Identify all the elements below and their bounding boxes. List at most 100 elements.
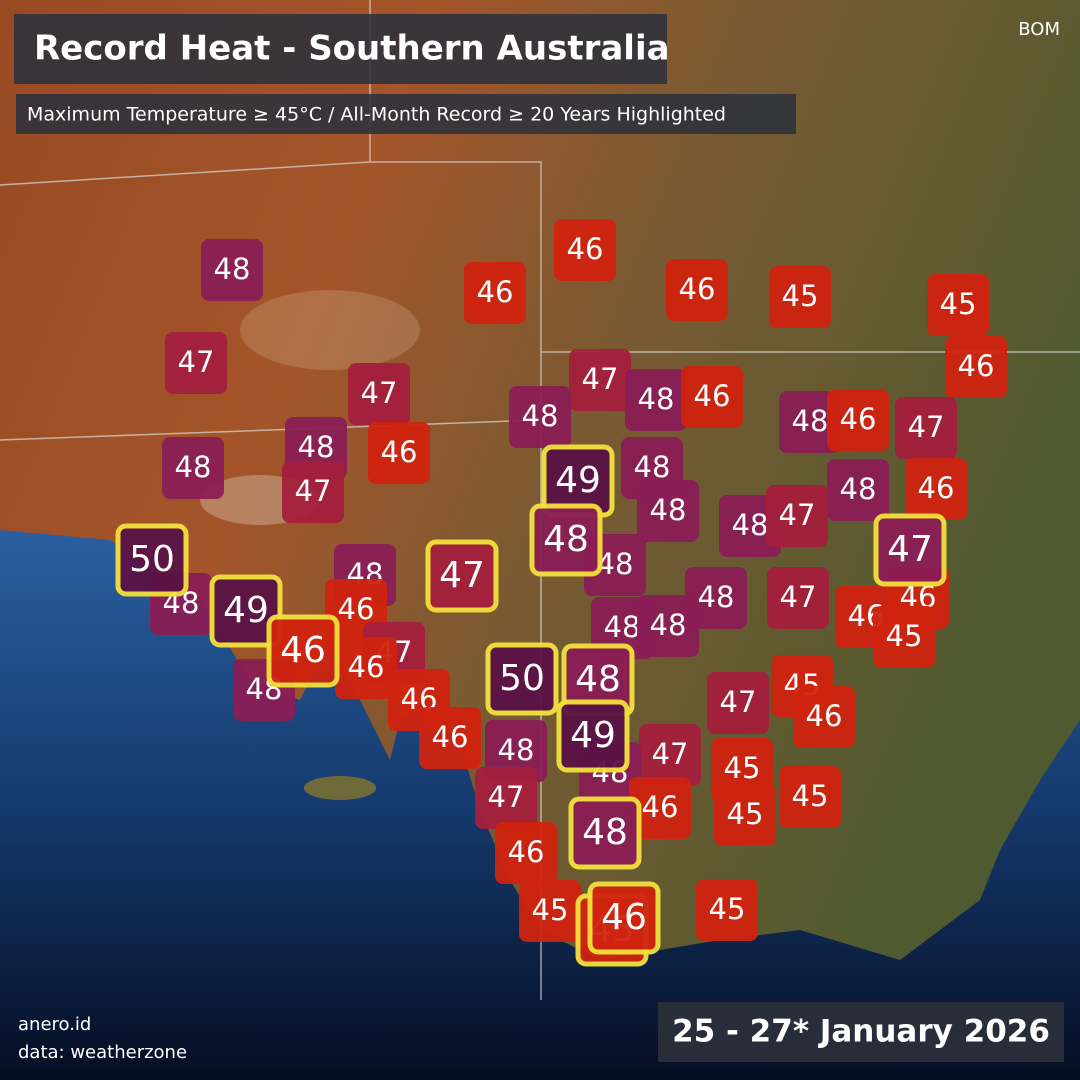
marker-value: 48 [650, 608, 687, 642]
marker-box [779, 391, 841, 453]
marker-value: 46 [508, 835, 545, 869]
marker-value: 48 [634, 450, 671, 484]
marker-box [165, 332, 227, 394]
marker-value: 47 [582, 362, 619, 396]
temperature-marker: 47 [873, 513, 947, 587]
marker-value: 47 [887, 529, 933, 570]
marker-value: 49 [570, 715, 616, 756]
marker-box [666, 259, 728, 321]
marker-value: 45 [532, 893, 569, 927]
temperature-marker: 46 [464, 262, 526, 324]
marker-box [529, 503, 603, 577]
marker-box [475, 767, 537, 829]
marker-value: 46 [601, 897, 647, 938]
source: BOM [1018, 19, 1060, 40]
marker-box [873, 513, 947, 587]
marker-value: 48 [522, 399, 559, 433]
marker-box [348, 363, 410, 425]
marker-box [485, 720, 547, 782]
marker-value: 47 [779, 498, 816, 532]
temperature-marker: 45 [714, 784, 776, 846]
marker-value: 45 [727, 797, 764, 831]
marker-value: 47 [780, 580, 817, 614]
temperature-marker: 45 [779, 766, 841, 828]
marker-box [827, 459, 889, 521]
temperature-marker: 49 [209, 574, 283, 648]
temperature-marker: 45 [927, 274, 989, 336]
temperature-marker: 48 [561, 643, 635, 717]
temperature-marker: 46 [266, 614, 340, 688]
marker-box [568, 796, 642, 870]
temperature-marker: 47 [639, 724, 701, 786]
temperature-marker: 46 [495, 822, 557, 884]
marker-box [485, 642, 559, 716]
temperature-marker: 50 [115, 523, 189, 597]
temperature-marker: 48 [637, 595, 699, 657]
marker-value: 45 [886, 619, 923, 653]
temperature-marker: 48 [625, 369, 687, 431]
marker-box [681, 366, 743, 428]
marker-value: 49 [555, 460, 601, 501]
marker-box [779, 766, 841, 828]
marker-value: 48 [732, 508, 769, 542]
marker-box [767, 567, 829, 629]
marker-value: 48 [792, 404, 829, 438]
marker-value: 48 [543, 519, 589, 560]
marker-value: 48 [650, 493, 687, 527]
marker-box [162, 437, 224, 499]
marker-value: 46 [840, 402, 877, 436]
marker-value: 46 [348, 650, 385, 684]
temperature-marker: 48 [162, 437, 224, 499]
temperature-marker: 46 [419, 707, 481, 769]
marker-value: 46 [679, 272, 716, 306]
temperature-marker: 45 [873, 606, 935, 668]
marker-value: 46 [806, 699, 843, 733]
marker-box [335, 637, 397, 699]
marker-value: 46 [381, 435, 418, 469]
marker-box [266, 614, 340, 688]
temperature-marker: 48 [779, 391, 841, 453]
marker-box [766, 485, 828, 547]
marker-box [793, 686, 855, 748]
marker-value: 48 [298, 430, 335, 464]
marker-box [637, 480, 699, 542]
temperature-marker: 48 [719, 495, 781, 557]
marker-value: 45 [724, 751, 761, 785]
title: Record Heat - Southern Australia [34, 29, 670, 69]
marker-box [519, 880, 581, 942]
temperature-marker: 46 [554, 219, 616, 281]
temperature-marker: 47 [348, 363, 410, 425]
marker-box [629, 777, 691, 839]
marker-box [115, 523, 189, 597]
temperature-marker: 49 [556, 699, 630, 773]
marker-value: 45 [782, 279, 819, 313]
temperature-marker: 47 [425, 539, 499, 613]
kangaroo-island [304, 776, 376, 800]
marker-box [707, 672, 769, 734]
temperature-marker: 48 [485, 720, 547, 782]
marker-value: 50 [129, 539, 175, 580]
marker-box [685, 567, 747, 629]
temperature-marker: 46 [905, 458, 967, 520]
marker-box [587, 881, 661, 955]
marker-box [419, 707, 481, 769]
subtitle-box [16, 94, 796, 134]
temperature-marker: 46 [793, 686, 855, 748]
marker-box [495, 822, 557, 884]
temperature-marker: 46 [587, 881, 661, 955]
marker-value: 45 [940, 287, 977, 321]
date: 25 - 27* January 2026 [672, 1014, 1050, 1050]
temperature-marker: 48 [529, 503, 603, 577]
marker-box [368, 422, 430, 484]
ocean [0, 530, 1080, 1080]
temperature-marker: 47 [165, 332, 227, 394]
marker-value: 46 [567, 232, 604, 266]
marker-box [927, 274, 989, 336]
temperature-marker: 45 [769, 266, 831, 328]
marker-value: 48 [214, 252, 251, 286]
temperature-marker: 47 [767, 567, 829, 629]
marker-box [209, 574, 283, 648]
marker-box [905, 458, 967, 520]
marker-box [464, 262, 526, 324]
marker-value: 46 [694, 379, 731, 413]
